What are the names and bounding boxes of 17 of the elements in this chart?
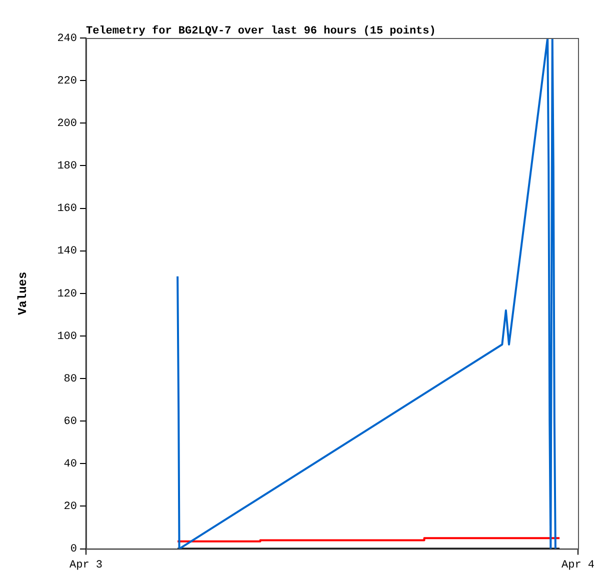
y-tick-label: 220 (57, 75, 77, 88)
y-tick-label: 160 (57, 203, 77, 216)
x-tick-label: Apr 4 (561, 559, 595, 572)
y-tick-label: 40 (64, 458, 77, 471)
y-tick-label: 100 (57, 330, 77, 343)
y-tick-label: 60 (64, 416, 77, 428)
x-tick-label: Apr 3 (69, 559, 103, 572)
y-tick-label: 140 (57, 246, 77, 258)
y-tick-label: 180 (57, 160, 77, 173)
chart-title: Telemetry for BG2LQV-7 over last 96 hours (15 points) (86, 24, 436, 38)
y-tick-label: 80 (64, 373, 77, 386)
y-tick-label: 240 (57, 32, 77, 45)
y-tick-label: 200 (57, 118, 77, 130)
y-axis-title: Values (16, 272, 30, 316)
y-tick-label: 120 (57, 288, 77, 300)
y-tick-label: 0 (70, 544, 77, 556)
y-tick-label: 20 (64, 501, 77, 514)
